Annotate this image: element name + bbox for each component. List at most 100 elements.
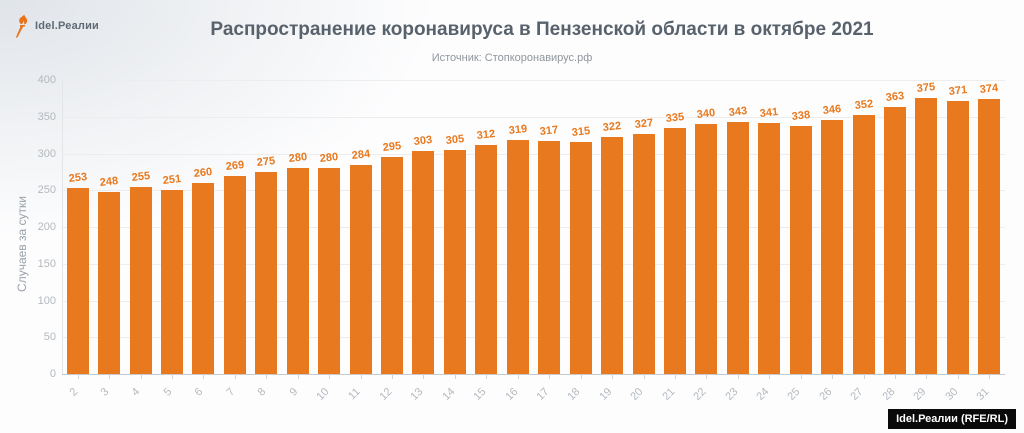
bar-value-label: 340 — [696, 107, 717, 122]
gridline — [62, 153, 1005, 155]
x-tick-label: 4 — [130, 385, 143, 399]
bar-value-label: 275 — [256, 154, 277, 169]
bar-day-26 — [821, 119, 844, 374]
bar-value-label: 255 — [130, 169, 151, 184]
bar-value-label: 303 — [413, 134, 434, 149]
bar-value-label: 374 — [979, 82, 1000, 97]
bar-day-8 — [255, 171, 278, 374]
x-tick-mark — [737, 374, 739, 379]
x-tick-mark — [800, 374, 802, 379]
gridline — [62, 80, 1005, 81]
bar-day-24 — [758, 123, 781, 374]
x-tick-mark — [612, 374, 614, 379]
x-tick-mark — [454, 374, 456, 379]
bar-day-5 — [161, 189, 184, 374]
x-tick-label: 10 — [314, 385, 332, 403]
x-tick-mark — [674, 374, 676, 379]
x-tick-mark — [832, 374, 834, 379]
x-tick-mark — [140, 374, 142, 379]
x-tick-label: 9 — [287, 385, 300, 399]
x-tick-mark — [360, 374, 362, 379]
bar-day-31 — [978, 99, 1001, 374]
bar-value-label: 341 — [759, 106, 779, 121]
x-tick-label: 14 — [440, 385, 458, 403]
x-tick-mark — [234, 374, 236, 379]
bar-value-label: 335 — [665, 110, 685, 125]
gridline — [62, 263, 1005, 265]
y-tick-label: 300 — [37, 147, 56, 160]
bar-day-30 — [946, 101, 969, 374]
chart-title: Распространение коронавируса в Пензенско… — [210, 19, 874, 40]
x-tick-label: 26 — [817, 385, 835, 403]
bar-day-23 — [726, 121, 749, 374]
bar-day-10 — [318, 168, 341, 374]
bar-value-label: 284 — [350, 148, 371, 163]
bar-day-12 — [381, 157, 404, 374]
x-tick-mark — [517, 374, 519, 379]
y-tick-label: 350 — [37, 110, 56, 123]
x-tick-label: 21 — [660, 385, 678, 403]
bar-value-label: 317 — [539, 124, 559, 138]
bar-value-label: 280 — [319, 151, 339, 166]
bar-day-25 — [789, 125, 812, 374]
bar-day-17 — [538, 141, 561, 374]
y-tick-label: 0 — [49, 368, 56, 380]
bar-day-13 — [412, 151, 435, 374]
x-tick-mark — [989, 374, 991, 379]
x-tick-label: 13 — [408, 385, 426, 403]
x-tick-label: 28 — [880, 385, 898, 403]
gridline — [62, 190, 1005, 192]
bar-day-18 — [569, 142, 592, 374]
x-tick-label: 27 — [848, 385, 866, 403]
x-tick-label: 30 — [942, 385, 961, 403]
bar-value-label: 248 — [99, 174, 119, 189]
bar-value-label: 269 — [225, 159, 245, 174]
bar-value-label: 363 — [885, 90, 905, 105]
bar-value-label: 280 — [287, 151, 308, 166]
bar-value-label: 251 — [162, 172, 182, 187]
x-tick-label: 2 — [67, 385, 80, 399]
x-tick-label: 15 — [471, 385, 489, 403]
y-tick-label: 100 — [37, 294, 56, 307]
brand-badge: Idel.Реалии (RFE/RL) — [888, 409, 1016, 429]
bar-value-label: 319 — [508, 122, 528, 137]
bar-value-label: 322 — [602, 120, 622, 135]
bar-day-22 — [695, 124, 718, 374]
x-tick-mark — [109, 374, 111, 379]
x-tick-label: 5 — [161, 385, 175, 399]
x-tick-label: 17 — [534, 385, 552, 403]
x-tick-mark — [580, 374, 582, 379]
bar-day-29 — [915, 98, 938, 374]
x-tick-label: 22 — [691, 385, 709, 403]
x-tick-mark — [863, 374, 865, 379]
x-tick-label: 12 — [377, 385, 395, 403]
x-tick-label: 31 — [974, 385, 992, 403]
x-tick-mark — [266, 374, 268, 379]
x-tick-mark — [549, 374, 551, 379]
x-tick-label: 19 — [597, 385, 615, 403]
x-tick-label: 8 — [255, 385, 269, 399]
x-tick-label: 18 — [565, 385, 583, 403]
logo: Idel.Реалии — [14, 14, 99, 38]
bar-value-label: 260 — [193, 165, 214, 180]
bar-value-label: 327 — [633, 116, 654, 131]
x-tick-mark — [172, 374, 174, 379]
bar-chart-plot-area: 0 50 100 150 200 250 300 350 400 253 2 248 3 255 4 251 5… — [38, 74, 1005, 403]
x-tick-mark — [769, 374, 771, 379]
x-tick-label: 7 — [224, 385, 238, 399]
bar-day-4 — [129, 186, 152, 374]
gridline — [62, 374, 1005, 375]
x-tick-label: 6 — [192, 385, 206, 399]
x-tick-mark — [926, 374, 928, 379]
bar-day-11 — [349, 165, 372, 374]
bar-value-label: 253 — [67, 171, 88, 185]
x-tick-label: 29 — [911, 385, 929, 403]
bar-day-19 — [601, 137, 624, 374]
bar-day-9 — [286, 168, 309, 374]
bar-value-label: 312 — [476, 127, 497, 142]
bar-day-20 — [632, 133, 655, 374]
x-tick-mark — [894, 374, 896, 379]
gridline — [62, 116, 1005, 118]
gridline — [62, 300, 1005, 302]
y-tick-label: 50 — [43, 331, 56, 344]
